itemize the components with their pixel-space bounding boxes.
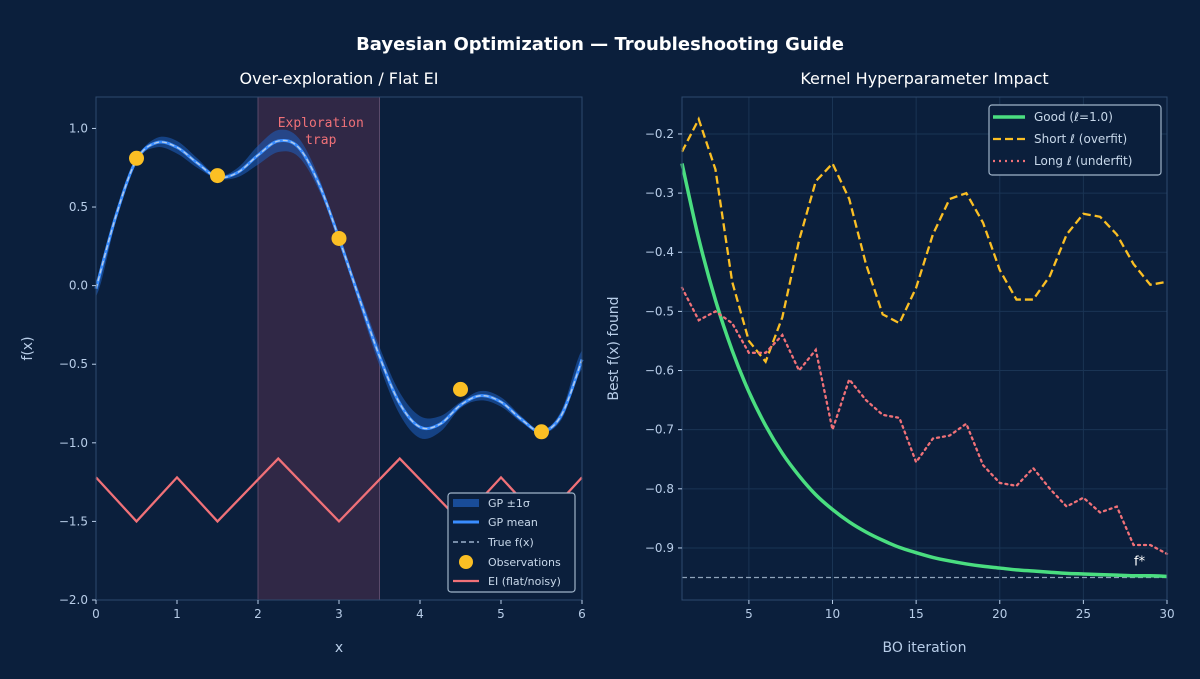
x-tick-label: 3 — [335, 607, 343, 621]
y-tick-label: −0.9 — [645, 541, 674, 555]
y-tick-label: −0.6 — [645, 364, 674, 378]
chart-title: Kernel Hyperparameter Impact — [800, 69, 1048, 88]
y-tick-label: 1.0 — [69, 121, 88, 135]
y-tick-label: −0.7 — [645, 423, 674, 437]
x-tick-label: 4 — [416, 607, 424, 621]
legend-label: Short ℓ (overfit) — [1034, 132, 1127, 146]
y-tick-label: −0.5 — [645, 304, 674, 318]
y-axis-label: Best f(x) found — [606, 296, 622, 400]
series-line-dashed — [680, 116, 1168, 364]
observation-point — [331, 230, 347, 246]
y-tick-label: 0.5 — [69, 200, 88, 214]
ei-line — [95, 456, 583, 524]
axes-frame — [681, 96, 1168, 601]
x-axis-label: BO iteration — [883, 640, 967, 656]
x-tick-label: 30 — [1159, 607, 1174, 621]
y-tick-label: −0.3 — [645, 186, 674, 200]
legend-label: Observations — [488, 556, 561, 569]
x-tick-label: 5 — [497, 607, 505, 621]
y-tick-label: −0.4 — [645, 245, 674, 259]
x-tick-label: 20 — [992, 607, 1007, 621]
x-tick-label: 10 — [825, 607, 840, 621]
exploration-trap-region — [257, 96, 380, 601]
annotation-line1: Exploration — [278, 116, 364, 131]
y-tick-label: −2.0 — [59, 593, 88, 607]
observation-point — [129, 150, 144, 166]
legend-box — [447, 492, 576, 593]
x-tick-label: 5 — [745, 607, 753, 621]
x-tick-label: 25 — [1076, 607, 1091, 621]
series-line-solid — [680, 163, 1168, 579]
legend-label: GP ±1σ — [488, 497, 530, 510]
legend: Good (ℓ=1.0) Short ℓ (overfit) Long ℓ (und… — [988, 104, 1162, 176]
series-line-dotted — [680, 286, 1169, 556]
x-tick-label: 15 — [908, 607, 923, 621]
y-tick-label: 0.0 — [69, 279, 88, 293]
figure-title: Bayesian Optimization — Troubleshooting … — [356, 34, 844, 55]
legend-label: GP mean — [488, 516, 538, 529]
x-tick-label: 1 — [173, 607, 181, 621]
right-chart: Kernel Hyperparameter Impact f* 5 10 15 20 25 3… — [606, 69, 1175, 656]
y-tick-label: −1.5 — [59, 514, 88, 528]
legend-label: EI (flat/noisy) — [488, 575, 561, 588]
legend-swatch-band — [453, 499, 479, 507]
y-tick-label: −0.5 — [59, 357, 88, 371]
observation-point — [453, 381, 468, 397]
observation-point — [210, 168, 225, 184]
y-axis-label: f(x) — [20, 336, 36, 360]
x-tick-label: 6 — [578, 607, 586, 621]
legend-label: Long ℓ (underfit) — [1034, 154, 1132, 168]
annotation-line2: trap — [305, 133, 336, 148]
legend-label: True f(x) — [487, 536, 534, 549]
legend-box — [988, 104, 1162, 176]
left-chart: Over-exploration / Flat EI Exploration tra… — [20, 69, 586, 656]
chart-title: Over-exploration / Flat EI — [240, 69, 439, 88]
legend-swatch-obs — [459, 555, 473, 569]
legend: GP ±1σ GP mean True f(x) Observations EI (fl… — [447, 492, 576, 593]
x-tick-label: 2 — [254, 607, 262, 621]
optimum-label: f* — [1134, 555, 1146, 570]
true-function-line — [95, 139, 583, 433]
x-axis-label: x — [335, 640, 343, 656]
observation-point — [534, 424, 549, 440]
legend-label: Good (ℓ=1.0) — [1034, 110, 1113, 124]
y-tick-label: −0.8 — [645, 482, 674, 496]
x-tick-label: 0 — [92, 607, 100, 621]
y-tick-label: −0.2 — [645, 127, 674, 141]
y-tick-label: −1.0 — [59, 436, 88, 450]
